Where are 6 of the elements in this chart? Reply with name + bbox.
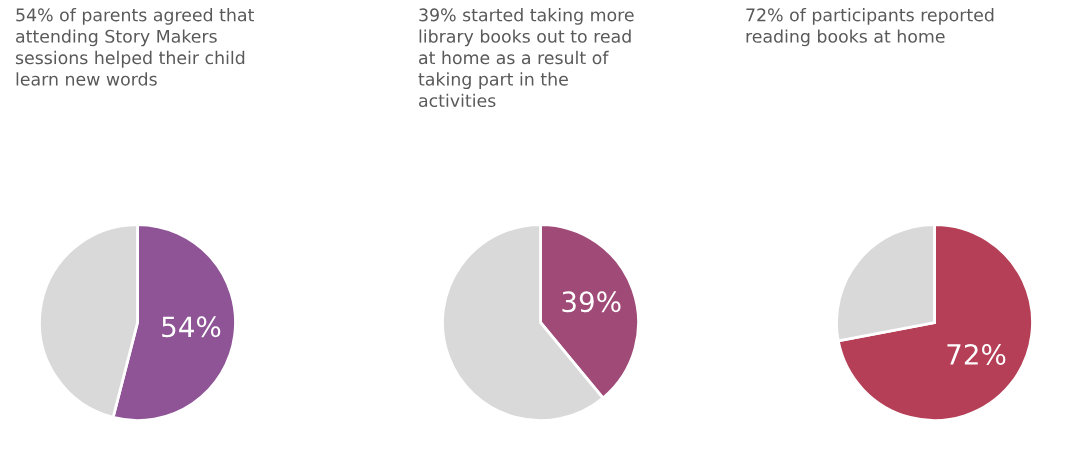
chart-title: 72% of participants reported reading books at home [746, 8, 994, 47]
chart-title: 39% started taking more library books out to read at home as a result of taking part in the activities [418, 8, 634, 108]
data-label: 72% [947, 343, 1006, 365]
chart-title: 54% of parents agreed that attending Story Makers sessions helped their child learn new words [15, 8, 254, 86]
data-label: 39% [562, 291, 621, 313]
data-label: 54% [162, 316, 221, 338]
